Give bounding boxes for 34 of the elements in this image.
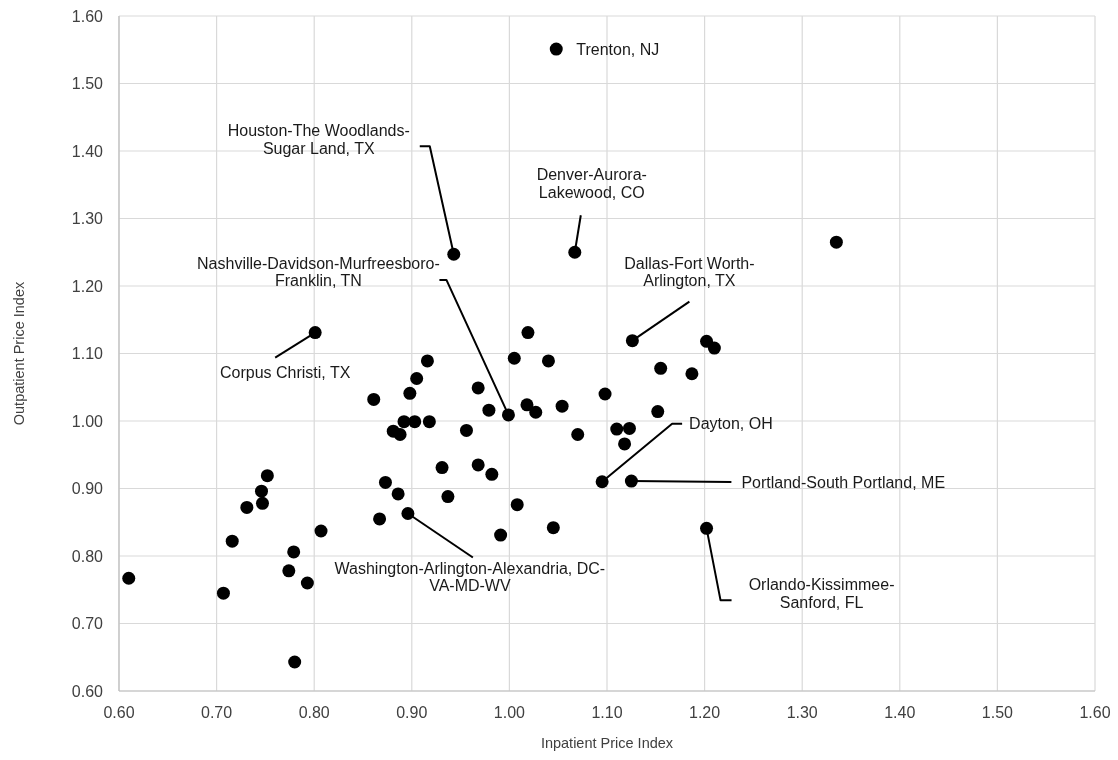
y-tick-label: 0.90 xyxy=(71,480,104,498)
x-tick-label: 0.80 xyxy=(298,704,330,721)
y-tick-label: 1.30 xyxy=(71,210,104,228)
x-tick-label: 0.70 xyxy=(201,704,233,721)
y-tick-label: 0.80 xyxy=(71,547,104,565)
annotation: Orlando-Kissimmee- Sanford, FL xyxy=(748,576,895,611)
x-tick-label: 1.50 xyxy=(981,704,1014,721)
annotation: Nashville-Davidson-Murfreesboro- Franklin, TN xyxy=(197,255,440,290)
y-tick-label: 1.20 xyxy=(71,277,104,295)
y-tick-label: 1.00 xyxy=(71,412,104,430)
y-tick-label: 1.60 xyxy=(71,7,104,25)
annotation: Dallas-Fort Worth- Arlington, TX xyxy=(624,254,755,290)
y-tick-label: 1.50 xyxy=(71,75,104,93)
x-tick-label: 1.10 xyxy=(591,704,623,721)
x-tick-label: 1.60 xyxy=(1079,704,1111,721)
y-tick-label: 1.10 xyxy=(71,345,104,363)
y-tick-label: 0.60 xyxy=(71,682,104,700)
annotation: Corpus Christi, TX xyxy=(219,364,351,382)
y-tick-label: 1.40 xyxy=(71,142,104,160)
x-tick-label: 1.00 xyxy=(493,704,526,721)
annotation: Portland-South Portland, ME xyxy=(741,473,946,491)
x-tick-label: 0.60 xyxy=(103,704,135,721)
x-axis-title: Inpatient Price Index xyxy=(540,735,674,751)
annotation: Dayton, OH xyxy=(689,415,773,433)
x-tick-label: 0.90 xyxy=(396,704,428,721)
y-axis-title: Outpatient Price Index xyxy=(11,281,27,426)
x-tick-label: 1.20 xyxy=(689,704,721,721)
annotation: Houston-The Woodlands- Sugar Land, TX xyxy=(227,122,410,157)
x-tick-label: 1.40 xyxy=(884,704,916,721)
annotation: Denver-Aurora- Lakewood, CO xyxy=(536,166,647,201)
annotation: Trenton, NJ xyxy=(576,40,660,58)
x-tick-label: 1.30 xyxy=(786,704,818,721)
y-tick-label: 0.70 xyxy=(71,615,104,633)
annotation: Washington-Arlington-Alexandria, DC- VA-MD-WV xyxy=(334,559,606,594)
